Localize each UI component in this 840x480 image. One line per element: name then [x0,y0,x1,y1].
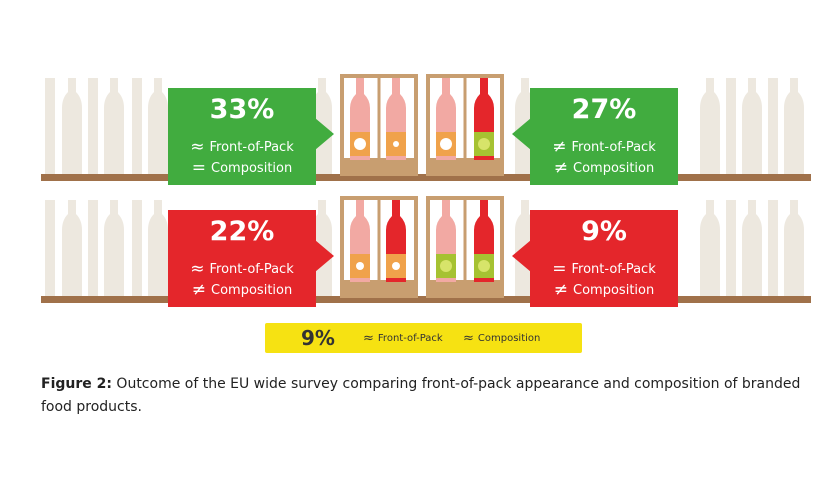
bottle-top-4 [474,78,494,160]
card-line-front-of-pack: ≠ Front-of-Pack [530,137,678,157]
card-line-composition: ≠ Composition [530,280,678,300]
equal-icon: = [552,259,567,279]
summary-front-of-pack: ≈ Front-of-Pack [363,331,443,346]
card-line-text: Front-of-Pack [571,262,656,277]
shelf-scene [41,74,811,303]
card-line-composition: ≠ Composition [168,280,316,300]
card-line-text: Front-of-Pack [209,140,294,155]
summary-percent: 9% [301,326,335,350]
summary-bar: 9% ≈ Front-of-Pack ≈ Composition [265,323,582,353]
bottle-bottom-3 [436,200,456,282]
card-percent: 22% [209,216,275,247]
card-line-composition: ≠ Composition [530,158,678,178]
bottle-top-2 [386,78,406,160]
card-line-text: Composition [573,283,655,298]
card-bottom-right: 9% = Front-of-Pack ≠ Composition [530,210,678,307]
bottle-top-1 [350,78,370,160]
summary-item-text: Composition [477,333,541,344]
equal-icon: = [191,158,207,178]
pointer-top-left [315,118,334,150]
not-equal-icon: ≠ [552,137,567,157]
approx-equal-icon: ≈ [463,331,474,346]
not-equal-icon: ≠ [553,158,569,178]
bottle-bottom-4 [474,200,494,282]
pointer-top-right [512,118,531,150]
card-line-front-of-pack: = Front-of-Pack [530,259,678,279]
summary-composition: ≈ Composition [463,331,540,346]
card-line-front-of-pack: ≈ Front-of-Pack [168,259,316,279]
not-equal-icon: ≠ [191,280,207,300]
card-percent: 33% [209,94,275,125]
figure-caption: Figure 2: Outcome of the EU wide survey … [41,373,811,419]
card-line-text: Composition [211,161,293,176]
summary-item-text: Front-of-Pack [377,333,443,344]
card-line-text: Composition [573,161,655,176]
approx-equal-icon: ≈ [363,331,374,346]
background-bottles [45,78,804,296]
card-bottom-left: 22% ≈ Front-of-Pack ≠ Composition [168,210,316,307]
caption-text: Outcome of the EU wide survey comparing … [41,376,801,415]
shelf-top [41,174,811,181]
caption-label: Figure 2: [41,376,112,392]
card-percent: 27% [571,94,637,125]
bottle-bottom-2 [386,200,406,282]
card-line-composition: = Composition [168,158,316,178]
not-equal-icon: ≠ [553,280,569,300]
card-line-text: Front-of-Pack [209,262,294,277]
crate-top-1 [340,74,418,176]
card-top-left: 33% ≈ Front-of-Pack = Composition [168,88,316,185]
card-line-front-of-pack: ≈ Front-of-Pack [168,137,316,157]
bottle-bottom-1 [350,200,370,282]
crate-bottom-2 [426,196,504,298]
card-top-right: 27% ≠ Front-of-Pack ≠ Composition [530,88,678,185]
bottle-top-3 [436,78,456,160]
crate-bottom-1 [340,196,418,298]
card-percent: 9% [581,216,627,247]
shelf-bottom [41,296,811,303]
crate-top-2 [426,74,504,176]
approx-equal-icon: ≈ [190,137,205,157]
approx-equal-icon: ≈ [190,259,205,279]
card-line-text: Composition [211,283,293,298]
card-line-text: Front-of-Pack [571,140,656,155]
pointer-bottom-right [512,240,531,272]
pointer-bottom-left [315,240,334,272]
